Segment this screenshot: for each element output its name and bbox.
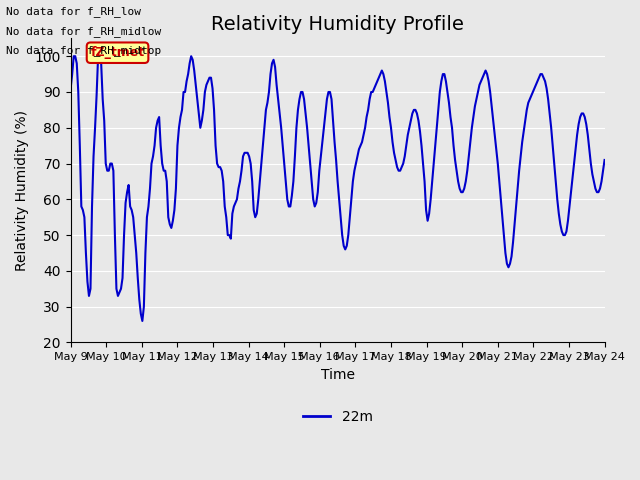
Text: fZ_tmet: fZ_tmet [90, 46, 145, 59]
Text: No data for f_RH_low: No data for f_RH_low [6, 6, 141, 17]
Y-axis label: Relativity Humidity (%): Relativity Humidity (%) [15, 110, 29, 271]
Text: No data for f_RH_midtop: No data for f_RH_midtop [6, 45, 162, 56]
Text: No data for f_RH_midlow: No data for f_RH_midlow [6, 25, 162, 36]
X-axis label: Time: Time [321, 368, 355, 382]
Legend: 22m: 22m [297, 404, 378, 429]
Title: Relativity Humidity Profile: Relativity Humidity Profile [211, 15, 464, 34]
